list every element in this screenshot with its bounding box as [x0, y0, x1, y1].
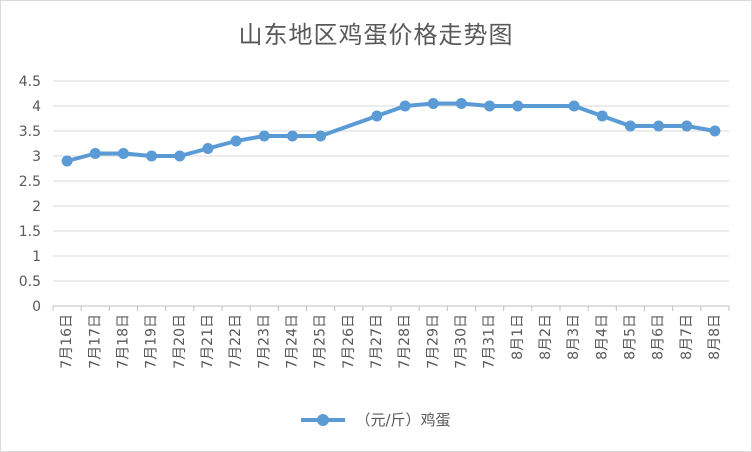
x-tick-label: 8月8日: [707, 314, 723, 360]
data-point: [455, 98, 467, 109]
x-tick-label: 7月27日: [369, 314, 385, 369]
data-point: [371, 110, 383, 122]
y-tick-label: 2: [32, 199, 41, 215]
data-point: [399, 100, 411, 112]
x-tick-label: 8月6日: [651, 314, 667, 360]
x-tick-label: 7月26日: [341, 314, 357, 369]
legend-line-marker-icon: [301, 413, 346, 426]
y-tick-label: 4.5: [19, 74, 41, 90]
x-tick-label: 7月30日: [453, 314, 469, 369]
data-point: [174, 150, 186, 162]
data-point: [709, 125, 721, 137]
series-line: [65, 101, 717, 163]
data-point: [568, 100, 580, 112]
x-tick-label: 8月7日: [679, 314, 695, 360]
y-tick-label: 3.5: [19, 124, 41, 140]
data-point: [286, 130, 298, 142]
data-point: [596, 110, 608, 122]
data-point: [681, 120, 693, 132]
x-tick-label: 8月3日: [566, 314, 582, 360]
y-tick-label: 1: [32, 249, 41, 265]
data-point: [89, 148, 101, 159]
x-tick-label: 7月19日: [144, 314, 160, 369]
x-tick-label: 8月4日: [594, 314, 610, 360]
x-tick-label: 7月20日: [172, 314, 188, 369]
data-point: [653, 120, 665, 132]
data-point: [512, 100, 524, 112]
x-tick-label: 7月25日: [313, 314, 329, 369]
data-point: [117, 148, 129, 159]
data-point: [427, 98, 439, 109]
data-point: [202, 143, 214, 154]
data-point: [484, 100, 496, 112]
legend-label: （元/斤）鸡蛋: [355, 411, 451, 429]
data-point: [146, 150, 158, 162]
data-point: [230, 135, 242, 147]
x-tick-label: 7月22日: [228, 314, 244, 369]
legend: （元/斤）鸡蛋: [1, 409, 751, 430]
y-tick-label: 3: [32, 149, 41, 165]
x-tick-label: 7月24日: [284, 314, 300, 369]
x-tick-label: 7月31日: [482, 314, 498, 369]
x-tick-label: 8月2日: [538, 314, 554, 360]
y-tick-label: 0.5: [19, 274, 41, 290]
x-tick-label: 7月17日: [87, 314, 103, 369]
data-point: [624, 120, 636, 132]
data-point: [61, 155, 73, 167]
y-tick-label: 4: [32, 99, 41, 115]
data-point: [258, 130, 270, 142]
x-tick-label: 7月16日: [59, 314, 75, 369]
chart-title: 山东地区鸡蛋价格走势图: [238, 21, 514, 49]
y-tick-label: 1.5: [19, 224, 41, 240]
y-tick-label: 2.5: [19, 174, 41, 190]
x-tick-label: 7月21日: [200, 314, 216, 369]
y-tick-label: 0: [32, 299, 41, 315]
x-tick-label: 8月1日: [510, 314, 526, 360]
x-tick-label: 7月23日: [256, 314, 272, 369]
x-tick-label: 7月18日: [115, 314, 131, 369]
x-tick-label: 8月5日: [622, 314, 638, 360]
x-tick-label: 7月28日: [397, 314, 413, 369]
x-tick-label: 7月29日: [425, 314, 441, 369]
data-point: [315, 130, 327, 142]
